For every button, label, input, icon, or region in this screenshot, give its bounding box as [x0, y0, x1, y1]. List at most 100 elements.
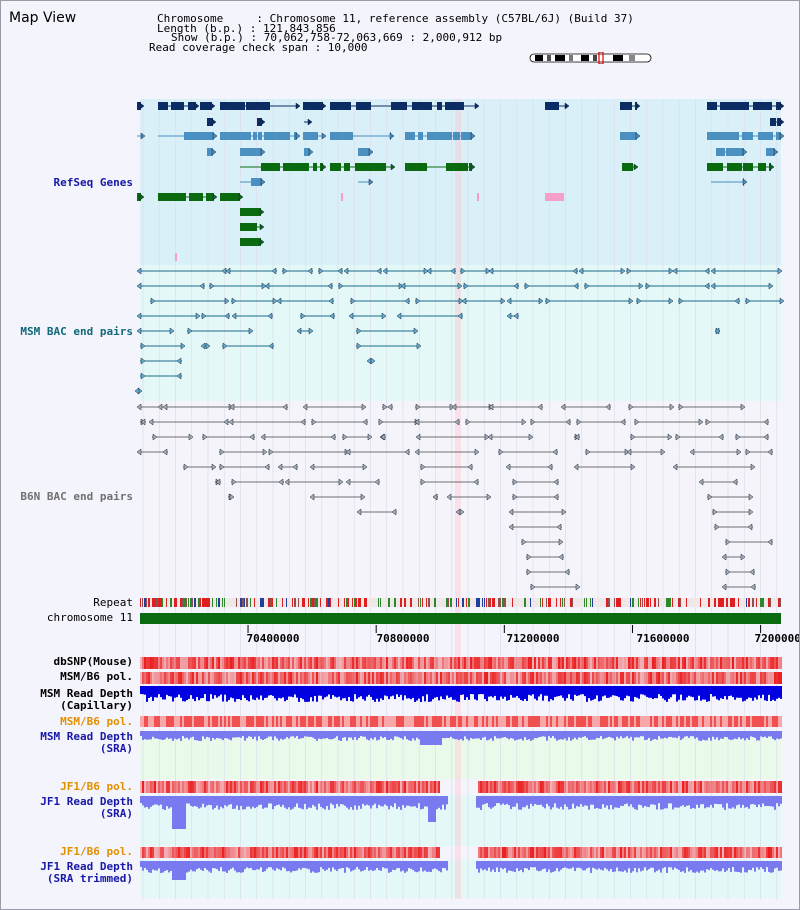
- b6n-bac-pair-end: [342, 433, 348, 441]
- msm-depth-cap-bar: [536, 686, 538, 701]
- msm-pol-cell: [368, 672, 370, 684]
- msm-depth-sra-bar: [392, 731, 394, 741]
- jf1-pol-trim-cell: [360, 847, 362, 858]
- b6n-bac-pair-end: [718, 433, 724, 441]
- dbsnp-cell: [728, 657, 730, 669]
- msm-pol-cell: [248, 672, 250, 684]
- msm-depth-cap-bar: [646, 686, 648, 697]
- jf1-depth-sra-bar: [378, 796, 380, 805]
- msm-depth-sra-bar: [320, 731, 322, 740]
- msm-depth-cap-bar: [266, 686, 268, 698]
- msm-depth-cap-bar: [234, 686, 236, 702]
- jf1-pol-trim-cell: [294, 847, 296, 858]
- dbsnp-cell: [640, 657, 642, 669]
- jf1-pol-trim-cell: [550, 847, 552, 858]
- jf1-depth-sra-bar: [216, 796, 218, 806]
- msm-pol-sra-cell: [548, 716, 550, 727]
- jf1-pol-trim-cell: [638, 847, 640, 858]
- msm-pol-sra-cell: [744, 716, 746, 727]
- msm-pol-sra-cell: [474, 716, 476, 727]
- dbsnp-cell: [328, 657, 330, 669]
- dbsnp-cell: [326, 657, 328, 669]
- msm-pol-sra-cell: [714, 716, 716, 727]
- msm-pol-sra-cell: [374, 716, 376, 727]
- chromosome-ideogram[interactable]: [529, 52, 652, 64]
- msm-depth-sra-bar: [642, 731, 644, 737]
- msm-bac-pair-end: [578, 267, 584, 275]
- dbsnp-cell: [482, 657, 484, 669]
- msm-pol-cell: [576, 672, 578, 684]
- jf1-pol-cell: [584, 781, 586, 793]
- jf1-depth-trim-bar: [388, 861, 390, 873]
- msm-depth-cap-bar: [388, 686, 390, 700]
- msm-pol-cell: [698, 672, 700, 684]
- msm-depth-cap-bar: [200, 686, 202, 699]
- msm-pol-cell: [310, 672, 312, 684]
- gene-exon: [355, 163, 386, 171]
- msm-pol-cell: [754, 672, 756, 684]
- msm-pol-cell: [508, 672, 510, 684]
- jf1-depth-trim-bar: [408, 861, 410, 868]
- gene-exon: [220, 132, 251, 140]
- msm-pol-cell: [396, 672, 398, 684]
- msm-bac-pair-end: [231, 297, 237, 305]
- jf1-pol-cell: [192, 781, 194, 793]
- gene-exon: [743, 163, 753, 171]
- jf1-depth-trim-bar: [652, 861, 654, 868]
- gene-exon: [264, 132, 290, 140]
- dbsnp-cell: [768, 657, 770, 669]
- jf1-depth-sra-bar: [302, 796, 304, 810]
- msm-depth-sra-bar: [290, 731, 292, 737]
- b6n-bac-pair-end: [465, 418, 471, 426]
- jf1-depth-trim-bar: [588, 861, 590, 868]
- b6n-bac-track-bg: [140, 401, 781, 597]
- msm-depth-cap-bar: [278, 686, 280, 698]
- msm-depth-cap-bar: [426, 686, 428, 695]
- msm-read-depth-capillary-sub: (Capillary): [60, 699, 133, 712]
- dbsnp-cell: [600, 657, 602, 669]
- msm-depth-sra-bar: [142, 731, 144, 741]
- jf1-depth-sra-bar: [310, 796, 312, 808]
- jf1-depth-trim-bar: [200, 861, 202, 870]
- jf1-depth-trim-bar: [772, 861, 774, 873]
- jf1-pol-cell: [174, 781, 176, 793]
- msm-depth-cap-bar: [698, 686, 700, 696]
- gene-exon: [776, 102, 781, 110]
- dbsnp-cell: [558, 657, 560, 669]
- jf1-pol-cell: [634, 781, 636, 793]
- msm-pol-sra-cell: [606, 716, 608, 727]
- jf1-pol-trim-cell: [586, 847, 588, 858]
- b6n-bac-pair-end: [628, 403, 634, 411]
- gene-exon: [253, 132, 257, 140]
- jf1-pol-trim-cell: [370, 847, 372, 858]
- repeat-element: [564, 598, 565, 607]
- msm-depth-cap-bar: [758, 686, 760, 696]
- msm-depth-cap-bar: [352, 686, 354, 702]
- msm-bac-pair-end: [668, 267, 674, 275]
- gene-exon: [766, 148, 775, 156]
- msm-depth-sra-bar: [648, 731, 650, 738]
- jf1-pol-trim-cell: [656, 847, 658, 858]
- jf1-depth-trim-bar: [202, 861, 204, 871]
- dbsnp-cell: [318, 657, 320, 669]
- jf1-pol-cell: [254, 781, 256, 793]
- msm-depth-cap-bar: [330, 686, 332, 699]
- dbsnp-cell: [258, 657, 260, 669]
- msm-depth-cap-bar: [764, 686, 766, 701]
- jf1-pol-cell: [654, 781, 656, 793]
- msm-depth-cap-bar: [438, 686, 440, 701]
- jf1-depth-trim-bar: [292, 861, 294, 872]
- repeat-element: [188, 598, 189, 607]
- b6n-bac-pair-end: [229, 403, 235, 411]
- jf1-pol-trim-cell: [388, 847, 390, 858]
- msm-depth-cap-bar: [148, 686, 150, 698]
- msm-depth-sra-bar: [690, 731, 692, 737]
- msm-depth-sra-bar: [358, 731, 360, 738]
- jf1-depth-sra-bar: [192, 796, 194, 807]
- msm-depth-sra-bar: [556, 731, 558, 741]
- jf1-pol-trim-cell: [298, 847, 300, 858]
- msm-depth-cap-bar: [144, 686, 146, 695]
- repeat-element: [344, 598, 345, 607]
- jf1-pol-trim-cell: [252, 847, 254, 858]
